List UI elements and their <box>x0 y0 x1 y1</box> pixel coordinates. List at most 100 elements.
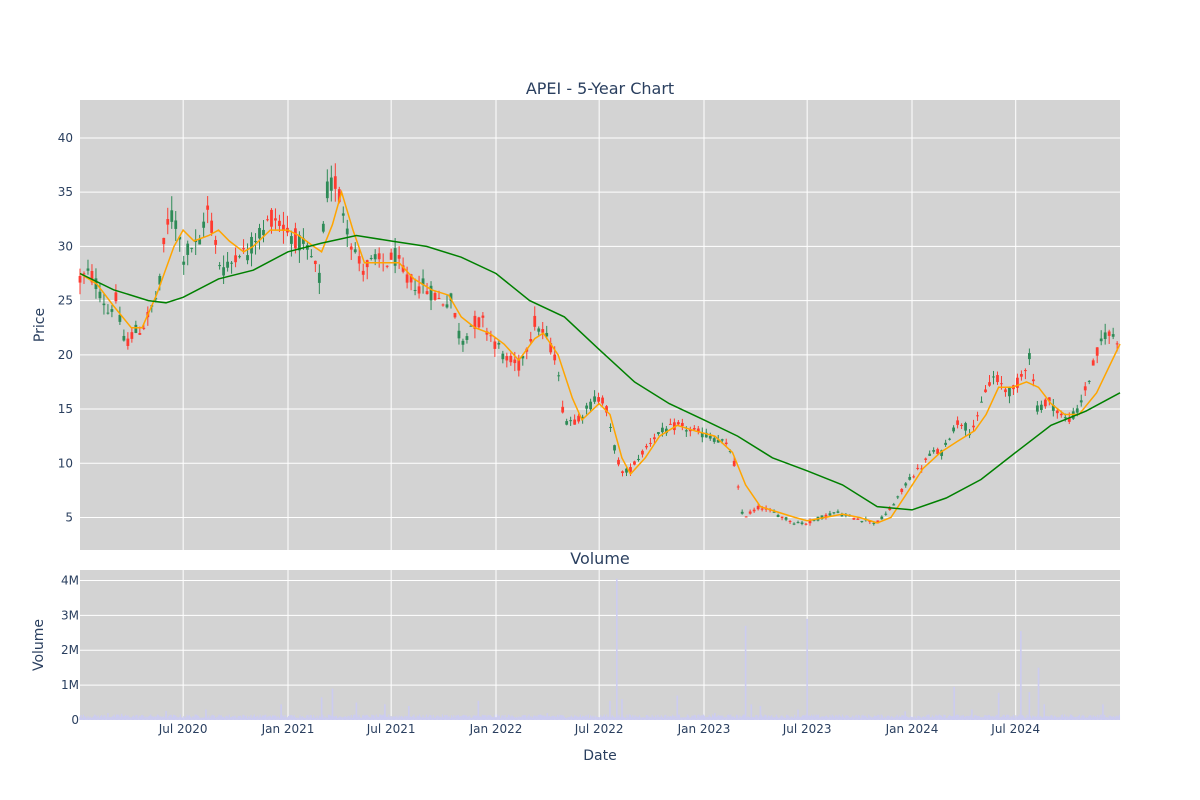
volume-bar <box>463 714 465 720</box>
volume-bar <box>555 716 558 720</box>
candle-body <box>453 312 457 318</box>
candle-body <box>78 276 82 283</box>
volume-bar <box>246 717 249 720</box>
candle-body <box>988 382 991 386</box>
volume-bar <box>544 716 546 720</box>
volume-bar <box>145 716 147 720</box>
candle-body <box>429 285 433 301</box>
volume-bar <box>144 717 146 720</box>
candle-body <box>788 521 792 523</box>
volume-bar <box>898 715 901 720</box>
candle-body <box>373 254 377 260</box>
volume-bar <box>496 714 498 720</box>
volume-bar <box>384 704 386 720</box>
volume-bar <box>420 716 422 720</box>
candle-body <box>290 236 293 244</box>
volume-bar <box>954 715 956 720</box>
candle-body <box>477 317 481 328</box>
volume-bar <box>760 714 763 720</box>
volume-bar <box>610 717 612 720</box>
volume-bar <box>273 715 275 720</box>
date-axis-title: Date <box>583 748 616 764</box>
volume-bar <box>805 714 807 720</box>
candle-body <box>421 278 425 285</box>
volume-bar <box>379 714 381 720</box>
candle-body <box>473 315 477 329</box>
volume-bar <box>537 715 539 720</box>
volume-bar <box>401 716 404 720</box>
volume-bar <box>98 717 100 720</box>
candle-body <box>856 518 860 520</box>
candle-body <box>333 176 337 189</box>
volume-bar <box>1090 715 1092 720</box>
volume-bar <box>1068 716 1070 720</box>
volume-bar <box>812 716 814 720</box>
volume-bar <box>1025 717 1027 720</box>
volume-bar <box>228 714 230 720</box>
volume-bar <box>683 717 685 720</box>
volume-bar <box>950 715 952 720</box>
candle-body <box>1035 405 1039 412</box>
volume-bar <box>159 716 161 720</box>
volume-bar <box>390 716 392 720</box>
volume-bar <box>621 699 623 720</box>
volume-bar <box>207 717 209 720</box>
volume-bar <box>472 715 474 720</box>
volume-bar <box>226 715 228 720</box>
volume-bar <box>183 716 185 720</box>
volume-bar <box>202 717 204 720</box>
volume-bar <box>405 716 407 720</box>
candle-body <box>916 467 920 469</box>
date-x-tick-labels: Jul 2020 Jan 2021 Jul 2021 Jan 2022 Jul 2022… <box>158 722 1040 736</box>
volume-bar <box>721 715 723 720</box>
volume-bar <box>659 717 661 720</box>
volume-bar <box>723 717 725 720</box>
candle-body <box>353 249 357 253</box>
volume-plot-area[interactable] <box>80 570 1120 720</box>
volume-bar <box>169 714 171 720</box>
volume-bar <box>708 714 710 720</box>
volume-bar <box>368 717 371 720</box>
volume-bar <box>424 717 426 720</box>
candle-body <box>82 273 86 275</box>
volume-bar <box>81 717 83 720</box>
volume-bar <box>962 714 964 720</box>
volume-bar <box>808 715 811 720</box>
volume-bar <box>1072 715 1074 720</box>
volume-bar <box>234 715 236 720</box>
volume-bar <box>392 716 395 720</box>
volume-bar <box>124 714 127 720</box>
volume-bar <box>1037 667 1040 720</box>
volume-bar <box>158 715 160 720</box>
candle-body <box>393 248 397 266</box>
volume-bar <box>827 716 829 720</box>
volume-bar <box>844 717 846 720</box>
volume-bar <box>309 714 311 720</box>
candle-body <box>258 227 261 239</box>
volume-bar <box>506 716 508 720</box>
volume-bar <box>1117 716 1119 720</box>
volume-bar <box>250 714 252 720</box>
volume-bar <box>603 714 605 720</box>
volume-bar <box>1069 714 1072 720</box>
volume-bar <box>229 717 232 720</box>
volume-bar <box>730 714 732 720</box>
candle-body <box>234 255 237 263</box>
volume-bar <box>388 714 390 720</box>
volume-bar <box>754 717 756 720</box>
volume-bar <box>342 717 344 720</box>
candle-body <box>537 328 541 332</box>
candle-body <box>134 324 138 333</box>
date-x-tick-label: Jul 2020 <box>158 722 208 736</box>
volume-bar <box>843 716 845 720</box>
volume-bar <box>336 717 339 720</box>
volume-bar <box>404 715 406 720</box>
volume-bar <box>104 715 106 720</box>
candle-body <box>329 177 333 191</box>
volume-bar <box>142 714 144 720</box>
volume-bar <box>156 714 159 720</box>
volume-bar <box>381 715 383 720</box>
volume-bar <box>985 715 987 720</box>
volume-bar <box>422 715 424 720</box>
price-plot-area[interactable] <box>80 100 1120 550</box>
